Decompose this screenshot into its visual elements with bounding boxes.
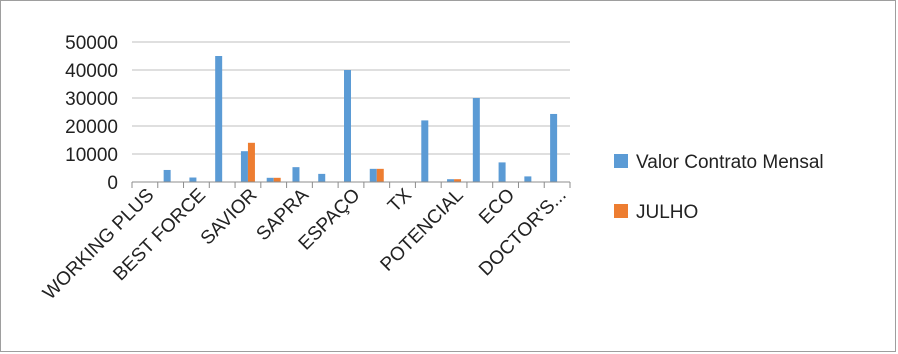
y-tick-label: 30000 xyxy=(65,89,118,110)
legend-label: Valor Contrato Mensal xyxy=(636,152,824,173)
bar-valor-contrato-mensal xyxy=(266,177,274,182)
bar-valor-contrato-mensal xyxy=(524,176,532,182)
y-tick-label: 40000 xyxy=(65,61,118,82)
bar-valor-contrato-mensal xyxy=(472,98,480,182)
y-tick-label: 0 xyxy=(107,173,118,194)
bar-valor-contrato-mensal xyxy=(240,151,248,182)
bar-valor-contrato-mensal xyxy=(189,177,197,182)
legend-swatch xyxy=(614,154,628,168)
legend-swatch xyxy=(614,204,628,218)
bar-julho xyxy=(454,179,462,182)
bar-valor-contrato-mensal xyxy=(163,169,171,182)
bar-julho xyxy=(273,177,281,182)
bar-julho xyxy=(376,168,384,182)
bar-valor-contrato-mensal xyxy=(215,56,223,182)
bar-valor-contrato-mensal xyxy=(318,173,326,182)
x-tick-label: SAVIOR xyxy=(197,185,262,250)
bar-valor-contrato-mensal xyxy=(369,168,377,182)
y-tick-label: 50000 xyxy=(65,33,118,54)
x-tick-label: TX xyxy=(384,184,416,216)
bars xyxy=(163,56,558,182)
bar-valor-contrato-mensal xyxy=(550,113,558,182)
bar-valor-contrato-mensal xyxy=(421,120,429,182)
x-tick-label: BEST FORCE xyxy=(109,185,209,285)
bar-valor-contrato-mensal xyxy=(498,162,506,182)
bar-valor-contrato-mensal xyxy=(292,167,300,182)
legend: Valor Contrato Mensal JULHO xyxy=(614,152,824,223)
legend-label: JULHO xyxy=(636,202,698,223)
x-tick-label: ECO xyxy=(475,185,519,229)
y-tick-label: 10000 xyxy=(65,145,118,166)
bar-julho xyxy=(247,142,255,182)
bar-valor-contrato-mensal xyxy=(344,70,351,182)
y-axis: 0 10000 20000 30000 40000 50000 xyxy=(65,33,118,194)
bar-valor-contrato-mensal xyxy=(447,179,455,182)
y-tick-label: 20000 xyxy=(65,117,118,138)
